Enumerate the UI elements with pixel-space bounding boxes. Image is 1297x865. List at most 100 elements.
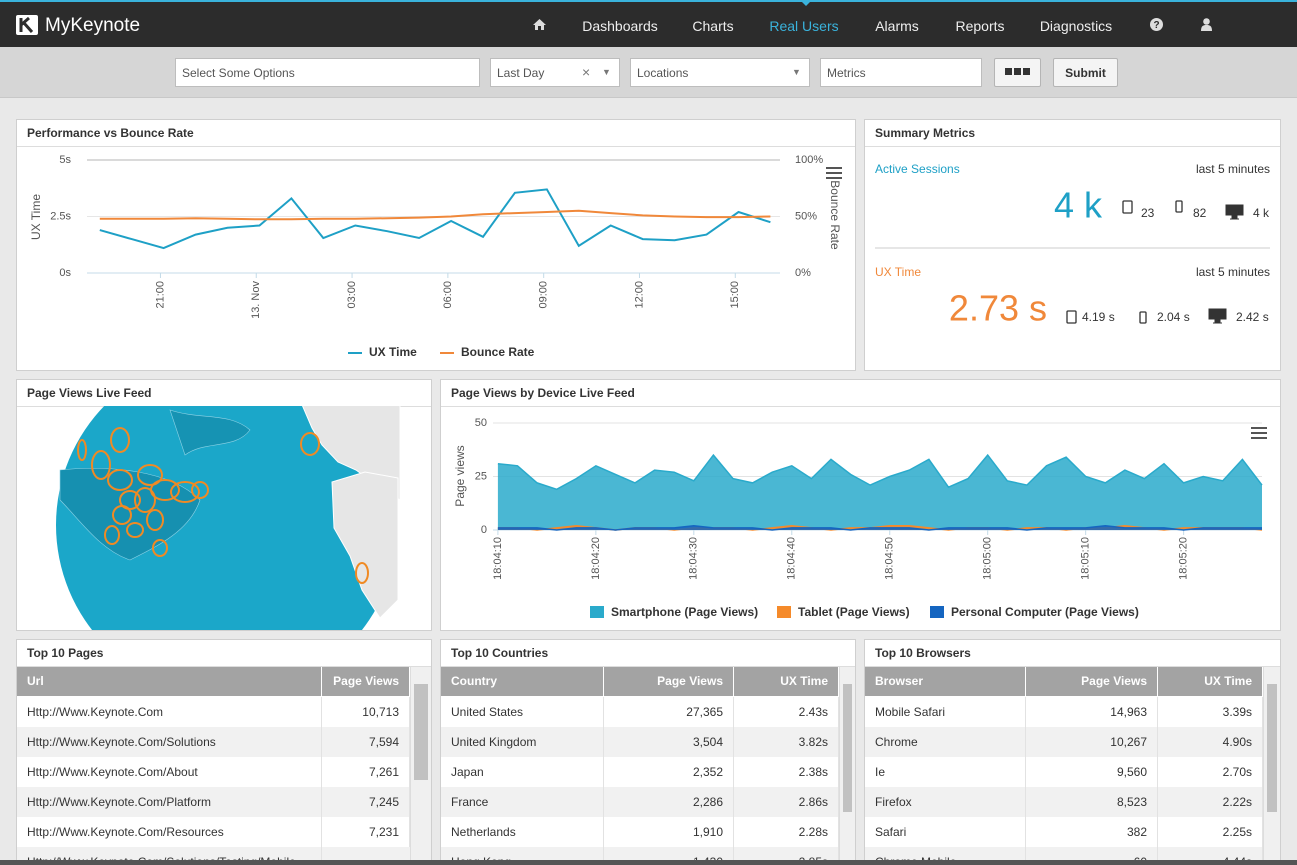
table-cell: 2.25s [1158, 817, 1263, 847]
summary-panel: Summary Metrics [864, 119, 1281, 371]
table-cell: 7,245 [322, 787, 410, 817]
panel-title: Performance vs Bounce Rate [27, 126, 194, 140]
device-panel: Page Views by Device Live Feed [440, 379, 1281, 631]
table-row[interactable] [865, 697, 1263, 727]
nav-item[interactable]: Real Users [769, 18, 839, 34]
panel-title: Top 10 Browsers [875, 646, 971, 660]
table-cell: 10,713 [322, 697, 410, 727]
table-row[interactable] [441, 787, 839, 817]
options-select[interactable]: Select Some Options [175, 58, 480, 87]
nav-bar: MyKeynote ? Dashboards Charts Real Users Al… [0, 0, 1297, 47]
table-cell: 8,523 [1026, 787, 1158, 817]
scroll-thumb[interactable] [843, 684, 852, 812]
period-select[interactable]: Last Day × ▼ [490, 58, 620, 87]
panel-header [17, 640, 431, 667]
table-cell: Http://Www.Keynote.Com/Solutions [17, 727, 322, 757]
table-panel: Top 10 Browsers Browser Page Views UX Time M… [864, 639, 1281, 865]
table-row[interactable] [17, 697, 410, 727]
table-row[interactable] [865, 757, 1263, 787]
scrollbar[interactable] [410, 667, 431, 865]
nav-item[interactable]: Alarms [875, 18, 919, 34]
table-cell: 2.70s [1158, 757, 1263, 787]
table-cell: 4.90s [1158, 727, 1263, 757]
panel-title: Summary Metrics [875, 126, 976, 140]
table-cell: 2.28s [734, 817, 839, 847]
column-header[interactable]: Country [441, 667, 604, 696]
nav-item[interactable]: Dashboards [582, 18, 658, 34]
panel-header [865, 640, 1280, 667]
metrics-select[interactable]: Metrics [820, 58, 982, 87]
table-cell: 2.22s [1158, 787, 1263, 817]
dropdown-icon: ▼ [792, 67, 801, 77]
table-row[interactable] [865, 727, 1263, 757]
scrollbar[interactable] [839, 667, 855, 865]
table-cell: 10,267 [1026, 727, 1158, 757]
active-marker [800, 0, 812, 6]
dots [1004, 68, 1030, 75]
nav-item[interactable]: Diagnostics [1039, 18, 1113, 34]
panel-header [17, 120, 855, 147]
table-cell: Http://Www.Keynote.Com/Platform [17, 787, 322, 817]
table-row[interactable] [17, 757, 410, 787]
table-cell: Http://Www.Keynote.Com/Resources [17, 817, 322, 847]
column-header[interactable]: Page Views [604, 667, 734, 696]
table-cell: 27,365 [604, 697, 734, 727]
panel-header [865, 120, 1280, 147]
table-panel: Top 10 Countries Country Page Views UX Time… [440, 639, 856, 865]
scroll-thumb[interactable] [414, 684, 428, 780]
table-row[interactable] [17, 787, 410, 817]
table-cell: 2.38s [734, 757, 839, 787]
brand[interactable]: MyKeynote [45, 15, 141, 36]
table-row[interactable] [441, 757, 839, 787]
dropdown-icon: ▼ [602, 67, 611, 77]
table-cell: United Kingdom [441, 727, 604, 757]
user-icon[interactable] [1201, 18, 1212, 31]
table-cell: 2.86s [734, 787, 839, 817]
table-row[interactable] [17, 727, 410, 757]
home-icon[interactable] [533, 19, 546, 30]
table-cell: 3,504 [604, 727, 734, 757]
submit-button[interactable]: Submit [1053, 58, 1118, 87]
column-header[interactable]: UX Time [1158, 667, 1263, 696]
help-icon[interactable]: ? [1150, 18, 1163, 31]
nav-item[interactable]: Reports [955, 18, 1005, 34]
table-row[interactable] [441, 817, 839, 847]
scroll-thumb[interactable] [1267, 684, 1277, 812]
clear-icon[interactable]: × [582, 64, 591, 80]
table-cell: 14,963 [1026, 697, 1158, 727]
table-row[interactable] [865, 787, 1263, 817]
performance-panel: Performance vs Bounce Rate [16, 119, 856, 371]
column-header[interactable]: Browser [865, 667, 1026, 696]
column-header[interactable]: Page Views [1026, 667, 1158, 696]
column-header[interactable]: UX Time [734, 667, 839, 696]
table-row[interactable] [441, 727, 839, 757]
more-button[interactable] [994, 58, 1041, 87]
table-cell: 2,352 [604, 757, 734, 787]
column-header[interactable]: Page Views [322, 667, 410, 696]
table-cell: 7,594 [322, 727, 410, 757]
table-cell: Http://Www.Keynote.Com/About [17, 757, 322, 787]
table-row[interactable] [17, 817, 410, 847]
filter-bar: Select Some Options Last Day × ▼ Locations… [0, 47, 1297, 98]
table-panel: Top 10 Pages Url Page Views Http://Www.Keyn… [16, 639, 432, 865]
table-cell: 2.43s [734, 697, 839, 727]
table-cell: 1,910 [604, 817, 734, 847]
table-row[interactable] [865, 817, 1263, 847]
panel-header [441, 380, 1280, 407]
column-header[interactable]: Url [17, 667, 322, 696]
table-cell: Mobile Safari [865, 697, 1026, 727]
panel-title: Top 10 Countries [451, 646, 549, 660]
nav-item[interactable]: Charts [692, 18, 734, 34]
table-cell: 3.39s [1158, 697, 1263, 727]
locations-value: Locations [637, 66, 689, 80]
table-cell: United States [441, 697, 604, 727]
table-cell: 7,261 [322, 757, 410, 787]
table-cell: 9,560 [1026, 757, 1158, 787]
period-value: Last Day [497, 66, 545, 80]
table-cell: Firefox [865, 787, 1026, 817]
panel-title: Page Views Live Feed [27, 386, 152, 400]
locations-select[interactable]: Locations ▼ [630, 58, 810, 87]
table-cell: 3.82s [734, 727, 839, 757]
scrollbar[interactable] [1263, 667, 1280, 865]
table-row[interactable] [441, 697, 839, 727]
